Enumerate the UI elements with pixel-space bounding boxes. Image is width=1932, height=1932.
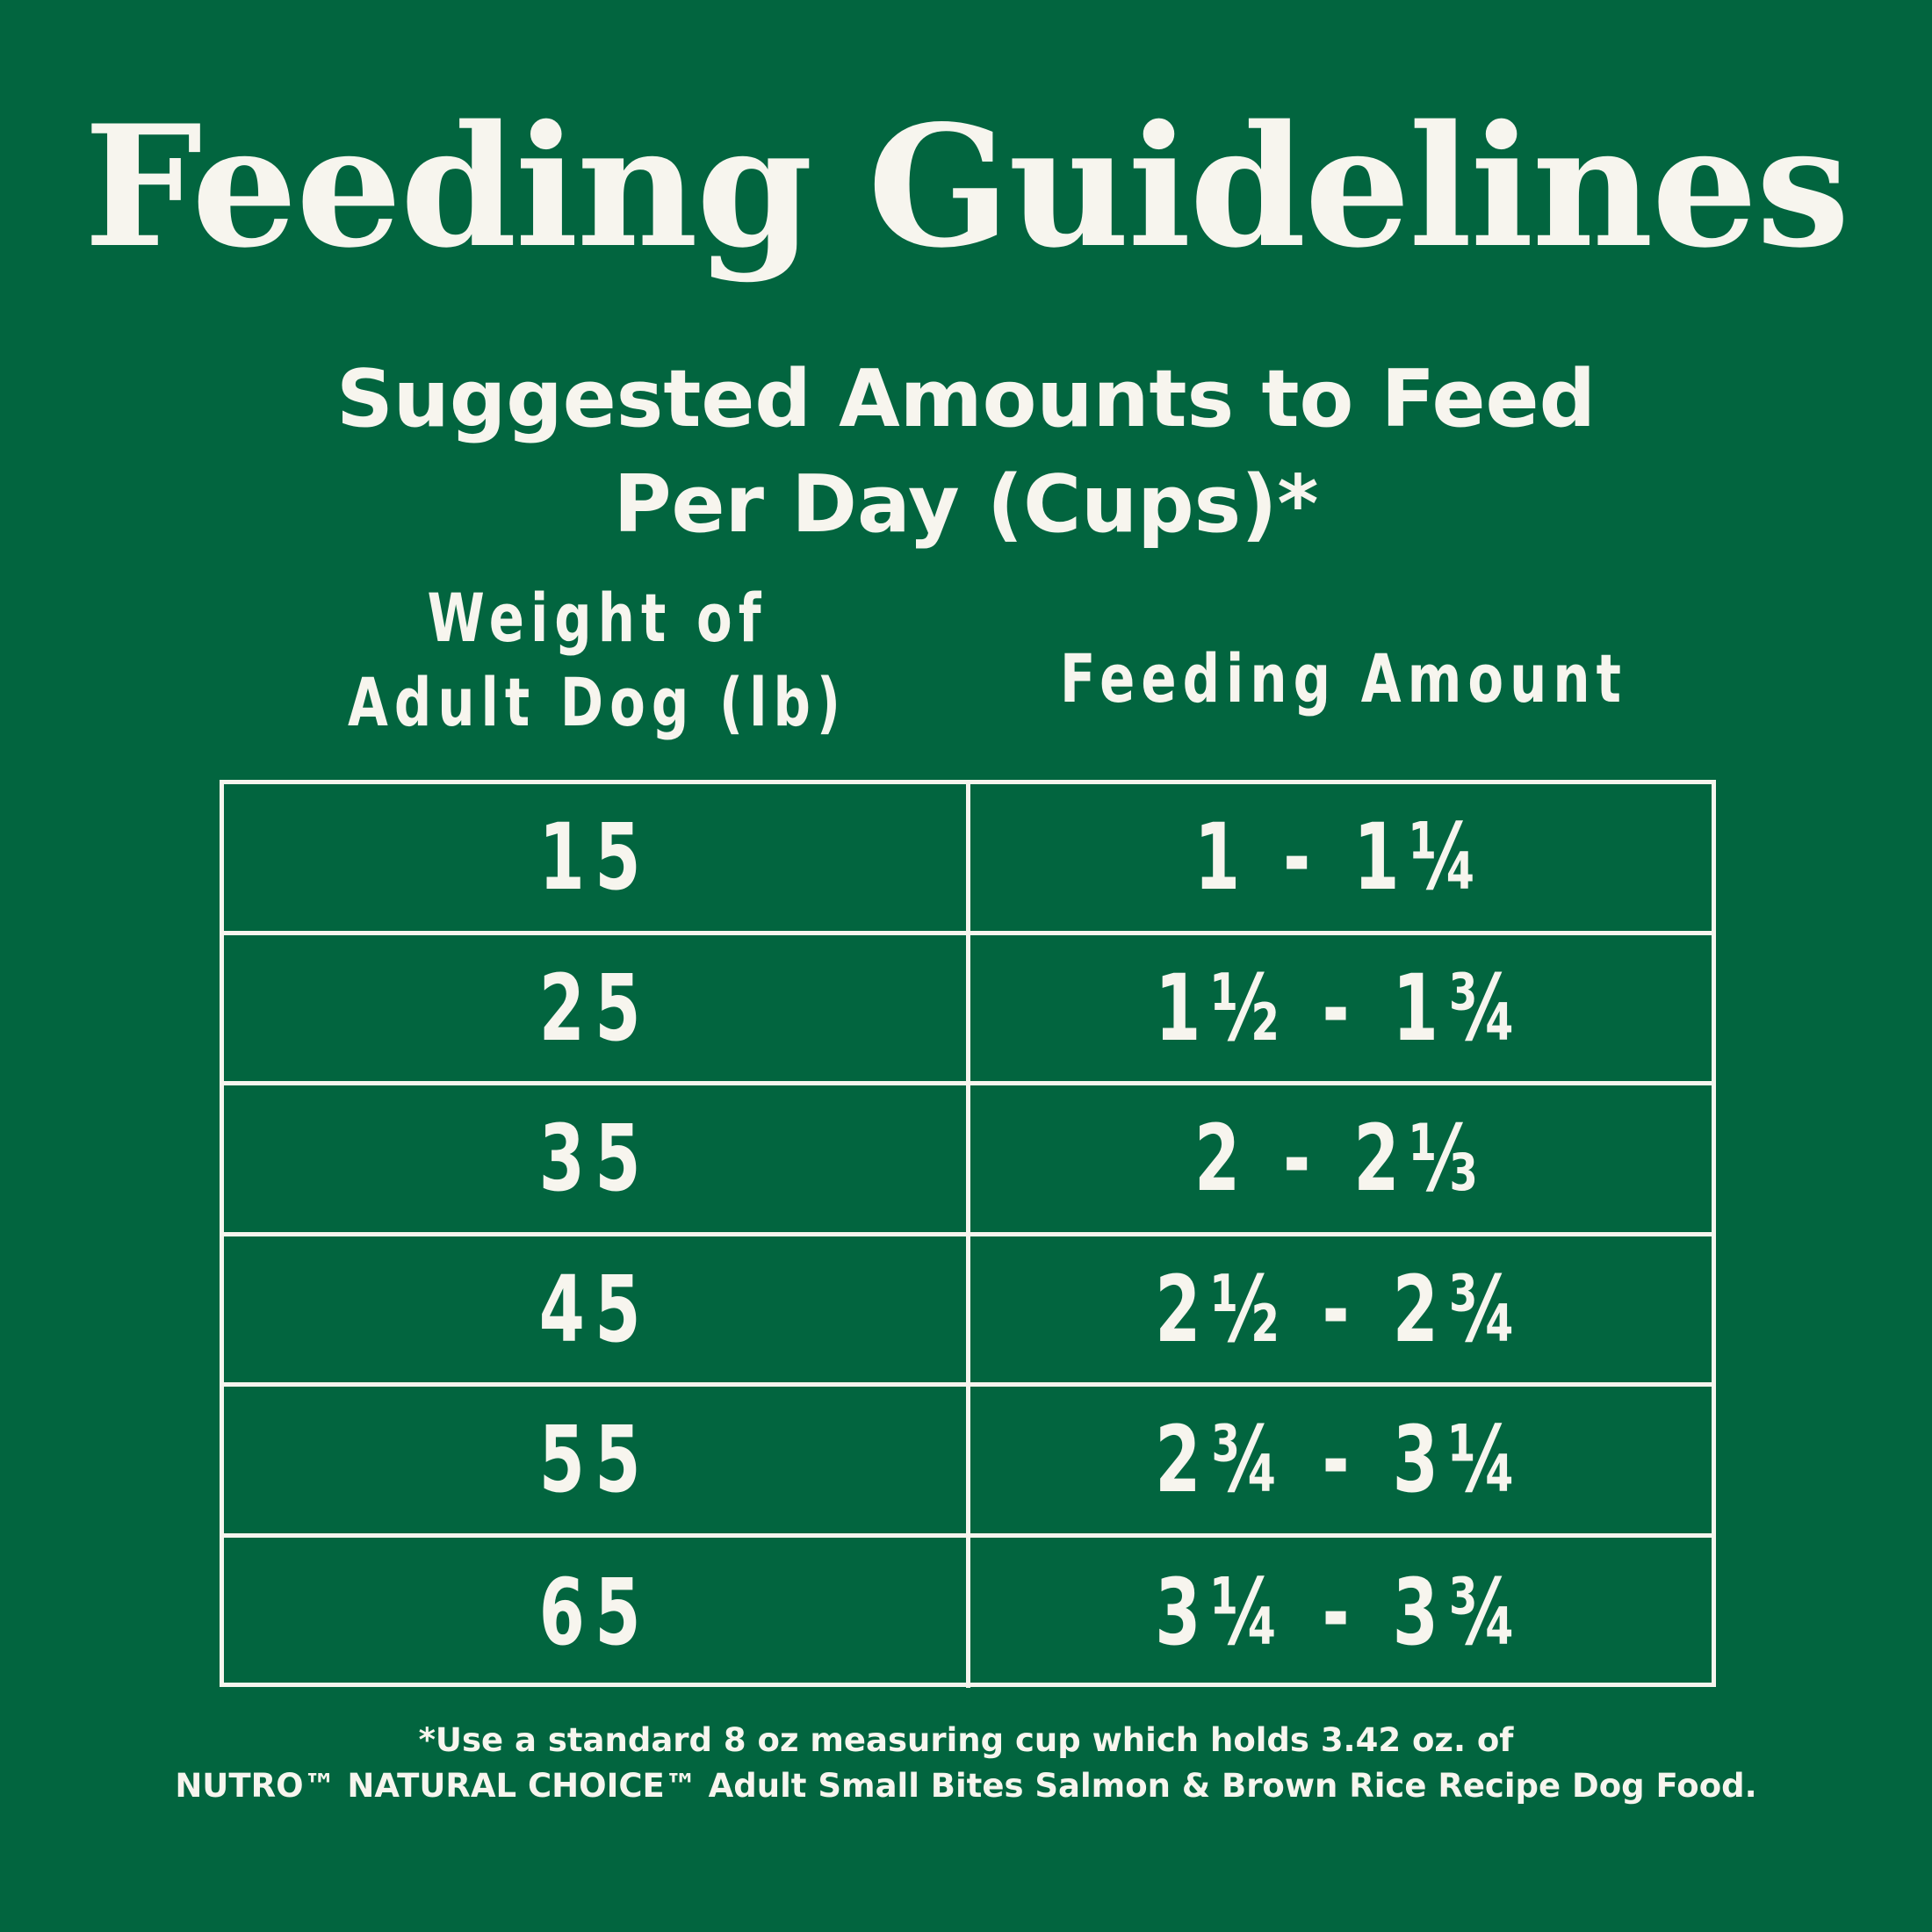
weight-header-line-1: Weight of bbox=[427, 579, 768, 657]
table-row: 55 2¾ - 3¼ bbox=[224, 1387, 1712, 1538]
amount-cell: 2½ - 2¾ bbox=[970, 1236, 1712, 1383]
weight-header-line-2: Adult Dog (lb) bbox=[347, 663, 847, 741]
table-row: 45 2½ - 2¾ bbox=[224, 1236, 1712, 1387]
amount-cell: 2 - 2⅓ bbox=[970, 1085, 1712, 1232]
subtitle: Suggested Amounts to Feed Per Day (Cups)… bbox=[0, 347, 1932, 558]
footnote-line-2: NUTRO™ NATURAL CHOICE™ Adult Small Bites… bbox=[175, 1767, 1757, 1805]
weight-cell: 15 bbox=[224, 784, 970, 931]
subtitle-line-1: Suggested Amounts to Feed bbox=[335, 353, 1597, 445]
weight-value: 35 bbox=[538, 1105, 652, 1213]
feeding-table: 15 1 - 1¼ 25 1½ - 1¾ 35 2 - 2⅓ 45 2½ - 2… bbox=[220, 780, 1716, 1689]
weight-value: 65 bbox=[538, 1559, 652, 1667]
weight-value: 15 bbox=[538, 804, 652, 912]
table-row: 35 2 - 2⅓ bbox=[224, 1085, 1712, 1236]
weight-cell: 35 bbox=[224, 1085, 970, 1232]
weight-cell: 65 bbox=[224, 1537, 970, 1688]
subtitle-line-2: Per Day (Cups)* bbox=[613, 458, 1319, 551]
amount-cell: 1½ - 1¾ bbox=[970, 935, 1712, 1082]
footnote-line-1: *Use a standard 8 oz measuring cup which… bbox=[418, 1721, 1514, 1759]
amount-column-header: Feeding Amount bbox=[1035, 637, 1652, 721]
weight-cell: 45 bbox=[224, 1236, 970, 1382]
table-row: 25 1½ - 1¾ bbox=[224, 934, 1712, 1085]
amount-value: 2 - 2⅓ bbox=[1193, 1105, 1489, 1213]
table-row: 65 3¼ - 3¾ bbox=[224, 1537, 1712, 1689]
amount-cell: 2¾ - 3¼ bbox=[970, 1387, 1712, 1533]
weight-cell: 25 bbox=[224, 934, 970, 1081]
amount-value: 2½ - 2¾ bbox=[1155, 1255, 1527, 1363]
amount-cell: 1 - 1¼ bbox=[970, 784, 1712, 931]
weight-column-header: Weight of Adult Dog (lb) bbox=[303, 576, 892, 745]
table-row: 15 1 - 1¼ bbox=[224, 784, 1712, 935]
amount-header-label: Feeding Amount bbox=[1060, 639, 1627, 717]
weight-value: 45 bbox=[538, 1255, 652, 1363]
page-title: Feeding Guidelines bbox=[83, 89, 1849, 285]
amount-value: 1½ - 1¾ bbox=[1155, 954, 1527, 1062]
weight-value: 25 bbox=[538, 954, 652, 1062]
amount-value: 2¾ - 3¼ bbox=[1155, 1406, 1527, 1514]
amount-cell: 3¼ - 3¾ bbox=[970, 1538, 1712, 1689]
amount-value: 3¼ - 3¾ bbox=[1155, 1559, 1527, 1667]
amount-value: 1 - 1¼ bbox=[1193, 804, 1489, 912]
footnote: *Use a standard 8 oz measuring cup which… bbox=[0, 1718, 1932, 1809]
weight-value: 55 bbox=[538, 1406, 652, 1514]
weight-cell: 55 bbox=[224, 1387, 970, 1533]
